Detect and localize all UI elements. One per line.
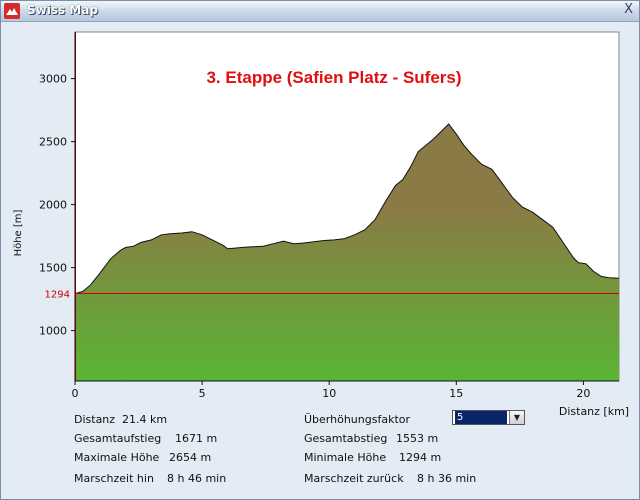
y-tick-label-1000: 1000 — [39, 325, 67, 338]
marschzeit-hin-value: 8 h 46 min — [167, 472, 227, 485]
gesamtabstieg-value: 1553 m — [396, 432, 439, 445]
elevation-area — [75, 124, 619, 381]
gesamtaufstieg-value: 1671 m — [175, 432, 218, 445]
x-tick-label-5: 5 — [199, 387, 206, 400]
distanz-label: Distanz — [74, 413, 116, 426]
minimale-hoehe-label: Minimale Höhe — [304, 451, 387, 464]
close-button[interactable]: X — [624, 2, 633, 17]
dropdown-selected-value: 5 — [455, 411, 507, 424]
ueberhoehungsfaktor-dropdown[interactable]: 5 ▼ — [452, 410, 525, 425]
gesamtabstieg-label: Gesamtabstieg — [304, 432, 388, 445]
gesamtaufstieg-label: Gesamtaufstieg — [74, 432, 162, 445]
y-axis-label: Höhe [m] — [13, 209, 24, 256]
distanz-value: 21.4 km — [122, 413, 168, 426]
marschzeit-zurueck-value: 8 h 36 min — [417, 472, 477, 485]
x-tick-label-20: 20 — [576, 387, 590, 400]
title-bar[interactable]: Swiss Map X — [1, 1, 639, 22]
y-tick-label-3000: 3000 — [39, 73, 67, 86]
maximale-hoehe-label: Maximale Höhe — [74, 451, 160, 464]
y-tick-label-2500: 2500 — [39, 136, 67, 149]
minimale-hoehe-value: 1294 m — [399, 451, 442, 464]
swiss-map-app-icon — [4, 3, 20, 19]
marschzeit-zurueck-label: Marschzeit zurück — [304, 472, 404, 485]
y-tick-label-2000: 2000 — [39, 199, 67, 212]
maximale-hoehe-value: 2654 m — [169, 451, 212, 464]
reference-line-label: 1294 — [45, 290, 70, 301]
x-tick-label-0: 0 — [72, 387, 79, 400]
window-title: Swiss Map — [27, 3, 98, 17]
x-tick-label-15: 15 — [449, 387, 463, 400]
y-tick-label-1500: 1500 — [39, 262, 67, 275]
chevron-down-icon[interactable]: ▼ — [509, 411, 524, 424]
chart-title: 3. Etappe (Safien Platz - Sufers) — [206, 68, 461, 87]
x-tick-label-10: 10 — [322, 387, 336, 400]
elevation-profile-chart: 1294 1000 1500 2000 2500 3000 0 5 10 15 20 3. Etap… — [13, 31, 629, 418]
x-axis-label: Distanz [km] — [559, 405, 629, 418]
ueberhoehungsfaktor-label: Überhöhungsfaktor — [304, 413, 411, 426]
elevation-line — [74, 123, 620, 295]
marschzeit-hin-label: Marschzeit hin — [74, 472, 154, 485]
